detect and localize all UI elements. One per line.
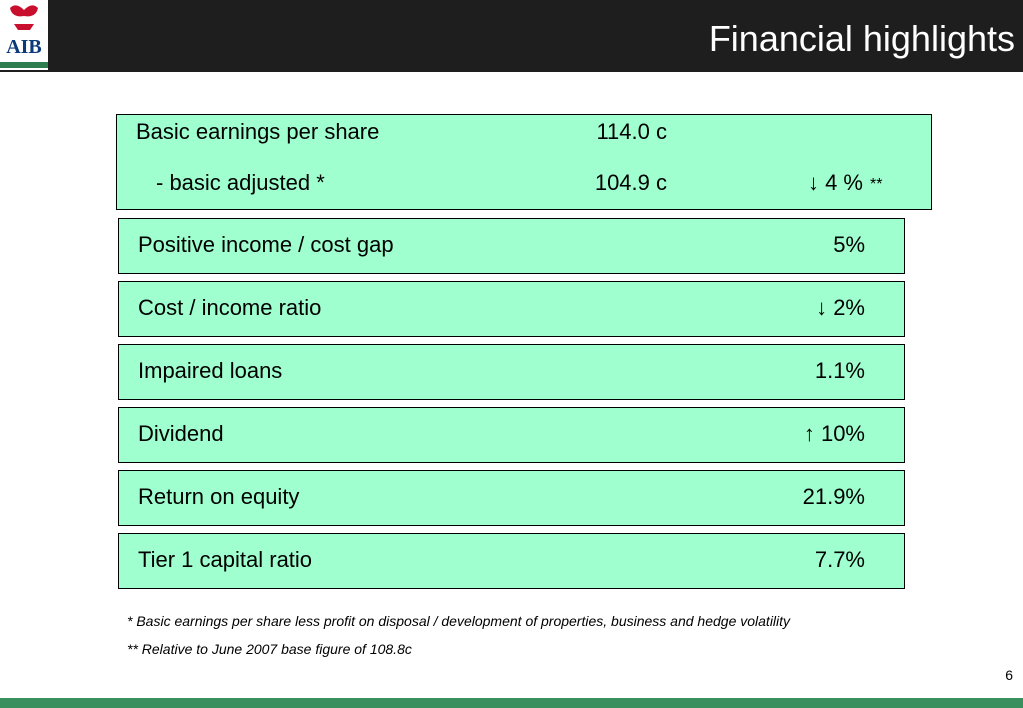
- change-note: **: [870, 176, 883, 193]
- metric-value: 5%: [833, 232, 865, 257]
- metric-label: Impaired loans: [138, 358, 283, 383]
- metric-label: Return on equity: [138, 484, 300, 509]
- metric-box: [118, 407, 905, 463]
- metric-value: 7.7%: [814, 547, 865, 572]
- metric-label: Basic earnings per share: [136, 119, 380, 144]
- emblem-shape: [10, 5, 38, 30]
- metric-value: 21.9%: [802, 484, 865, 509]
- metric-label: Tier 1 capital ratio: [138, 547, 313, 572]
- page-number: 6: [1005, 667, 1013, 683]
- header-bar: [0, 0, 1023, 72]
- metric-box: [118, 344, 905, 400]
- metric-box: [118, 470, 905, 526]
- logo: [0, 0, 48, 70]
- metric-box: [116, 114, 932, 210]
- metric-value: ↑ 10%: [803, 421, 865, 446]
- footnote: * Basic earnings per share less profit o…: [127, 613, 791, 629]
- metric-label: Dividend: [138, 421, 224, 446]
- logo-bar: [0, 62, 48, 68]
- bottom-bar: [0, 698, 1023, 708]
- metric-label: - basic adjusted *: [156, 170, 325, 195]
- metric-box: [118, 533, 905, 589]
- metric-box: [118, 218, 905, 274]
- metric-label: Positive income / cost gap: [138, 232, 394, 257]
- metric-label: Cost / income ratio: [138, 295, 322, 320]
- logo-emblem: [10, 5, 38, 30]
- slide-title: Financial highlights: [708, 18, 1015, 59]
- metric-value: 114.0 c: [596, 119, 667, 144]
- metric-value: ↓ 2%: [816, 295, 865, 320]
- metric-value: 1.1%: [814, 358, 865, 383]
- metric-value: 104.9 c: [594, 170, 667, 195]
- logo-text: AIB: [6, 36, 42, 58]
- metric-change: ↓ 4 %: [807, 170, 863, 195]
- footnote: ** Relative to June 2007 base figure of …: [127, 641, 412, 657]
- metric-box: [118, 281, 905, 337]
